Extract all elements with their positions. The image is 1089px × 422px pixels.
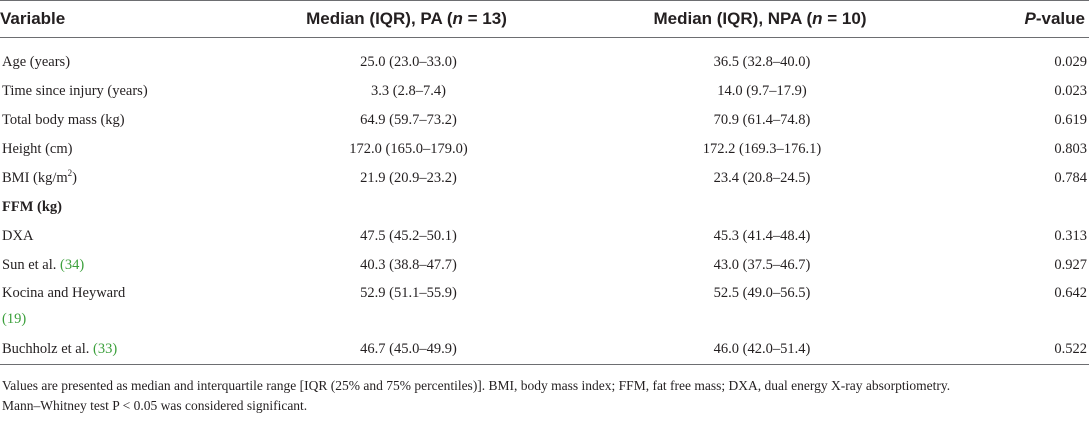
row-variable: Age (years) [2,54,71,70]
row-p: 0.619 [1054,112,1087,128]
row-p: 0.803 [1054,141,1087,157]
footnote-line: Values are presented as median and inter… [2,378,951,393]
row-p: 0.927 [1054,257,1087,273]
row-npa: 45.3 (41.4–48.4) [713,228,811,244]
row-pa: 25.0 (23.0–33.0) [360,54,457,70]
table-row: Buchholz et al. (33) 46.7 (45.0–49.9) 46… [0,334,1089,365]
citation-link[interactable]: (34) [60,257,85,273]
row-variable: Time since injury (years) [2,83,148,99]
results-table: Variable Median (IQR), PA (n = 13) Media… [0,0,1089,365]
row-p: 0.029 [1054,54,1087,70]
row-variable: Sun et al. (34) [2,257,85,273]
row-pa: 3.3 (2.8–7.4) [371,83,446,99]
row-variable: Kocina and Heyward (19) [2,285,126,327]
row-pa: 52.9 (51.1–55.9) [360,285,457,301]
table-row: Height (cm) 172.0 (165.0–179.0) 172.2 (1… [0,135,1089,164]
header-row: Variable Median (IQR), PA (n = 13) Media… [0,0,1089,38]
row-npa: 52.5 (49.0–56.5) [713,285,811,301]
table-row: Kocina and Heyward (19) 52.9 (51.1–55.9) … [0,280,1089,334]
row-npa: 46.0 (42.0–51.4) [572,334,952,365]
citation-link[interactable]: (19) [2,311,27,327]
header-pa: Median (IQR), PA (n = 13) [245,0,572,38]
table-row: Sun et al. (34) 40.3 (38.8–47.7) 43.0 (3… [0,251,1089,280]
group-row: FFM (kg) [0,193,1089,222]
row-npa: 36.5 (32.8–40.0) [713,54,811,70]
row-variable: Height (cm) [2,141,73,157]
row-npa: 23.4 (20.8–24.5) [713,170,811,186]
table-row: Total body mass (kg) 64.9 (59.7–73.2) 70… [0,106,1089,135]
group-heading: FFM (kg) [2,199,62,215]
row-pa: 21.9 (20.9–23.2) [360,170,457,186]
row-variable: DXA [2,228,34,244]
table-row: Age (years) 25.0 (23.0–33.0) 36.5 (32.8–… [0,38,1089,78]
header-p-value: P-value [952,0,1089,38]
row-pa: 172.0 (165.0–179.0) [349,141,468,157]
row-pa: 47.5 (45.2–50.1) [360,228,457,244]
row-p: 0.313 [1054,228,1087,244]
row-pa: 40.3 (38.8–47.7) [360,257,457,273]
footnote-line: Mann–Whitney test P < 0.05 was considere… [2,398,308,413]
table-footnote: Values are presented as median and inter… [2,376,1086,416]
row-p: 0.023 [1054,83,1087,99]
row-npa: 14.0 (9.7–17.9) [717,83,807,99]
header-variable: Variable [0,0,245,38]
table-row: BMI (kg/m2) 21.9 (20.9–23.2) 23.4 (20.8–… [0,164,1089,193]
row-variable: Total body mass (kg) [2,112,125,128]
table-row: Time since injury (years) 3.3 (2.8–7.4) … [0,77,1089,106]
row-pa: 46.7 (45.0–49.9) [245,334,572,365]
row-variable: BMI (kg/m2) [2,168,77,186]
row-variable: Buchholz et al. (33) [0,334,245,365]
header-npa: Median (IQR), NPA (n = 10) [572,0,952,38]
row-npa: 70.9 (61.4–74.8) [713,112,811,128]
citation-link[interactable]: (33) [93,340,118,357]
table-row: DXA 47.5 (45.2–50.1) 45.3 (41.4–48.4) 0.… [0,222,1089,251]
row-pa: 64.9 (59.7–73.2) [360,112,457,128]
row-p: 0.522 [952,334,1089,365]
row-npa: 172.2 (169.3–176.1) [702,141,822,157]
row-npa: 43.0 (37.5–46.7) [713,257,811,273]
row-p: 0.642 [1054,285,1087,301]
row-p: 0.784 [1054,170,1087,186]
